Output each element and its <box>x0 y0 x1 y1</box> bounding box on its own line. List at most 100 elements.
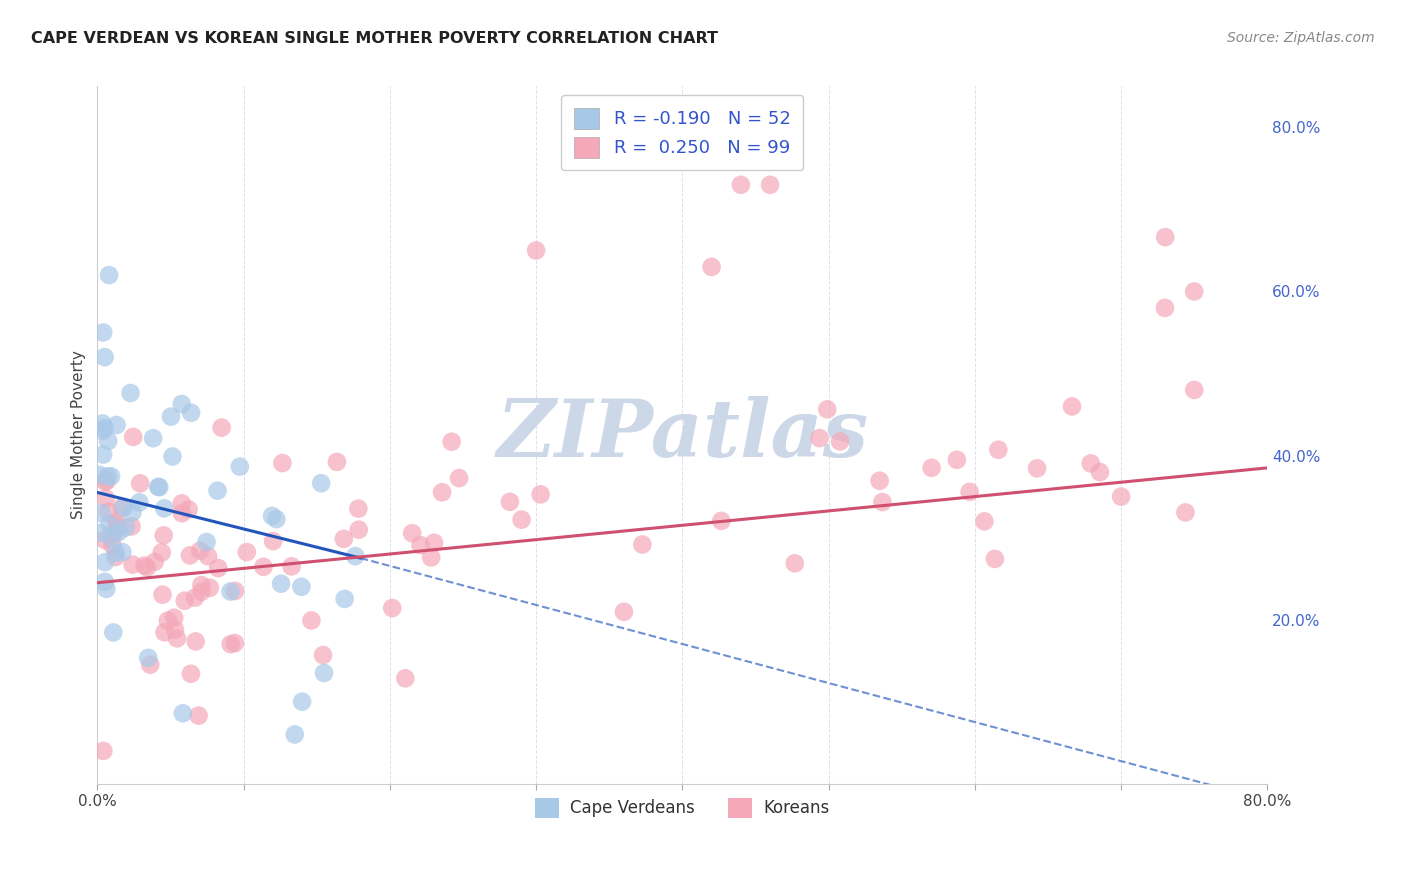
Point <box>872 495 894 509</box>
Point <box>94 555 117 569</box>
Point <box>152 588 174 602</box>
Point <box>142 431 165 445</box>
Point <box>91 417 114 431</box>
Point <box>172 706 194 721</box>
Point <box>128 495 150 509</box>
Point <box>139 657 162 672</box>
Point <box>229 459 252 474</box>
Point <box>530 487 553 501</box>
Point <box>114 520 136 534</box>
Point <box>190 585 212 599</box>
Point <box>710 514 733 528</box>
Point <box>1174 505 1197 519</box>
Point <box>166 632 188 646</box>
Point <box>808 431 831 445</box>
Point <box>100 530 122 544</box>
Point <box>1182 383 1205 397</box>
Point <box>946 452 969 467</box>
Point <box>90 506 112 520</box>
Legend: Cape Verdeans, Koreans: Cape Verdeans, Koreans <box>529 791 837 824</box>
Point <box>96 582 118 596</box>
Point <box>111 545 134 559</box>
Point <box>156 614 179 628</box>
Point <box>148 480 170 494</box>
Point <box>299 614 322 628</box>
Text: Source: ZipAtlas.com: Source: ZipAtlas.com <box>1227 31 1375 45</box>
Point <box>177 502 200 516</box>
Point <box>150 545 173 559</box>
Point <box>197 549 219 564</box>
Point <box>449 471 471 485</box>
Point <box>96 474 118 488</box>
Point <box>105 515 128 529</box>
Point <box>188 543 211 558</box>
Point <box>198 581 221 595</box>
Point <box>105 518 128 533</box>
Point <box>499 495 522 509</box>
Point <box>173 593 195 607</box>
Point <box>1026 461 1049 475</box>
Point <box>143 555 166 569</box>
Point <box>101 538 124 552</box>
Point <box>105 417 128 432</box>
Point <box>136 650 159 665</box>
Point <box>613 605 636 619</box>
Point <box>122 430 145 444</box>
Point <box>211 420 233 434</box>
Point <box>333 532 356 546</box>
Point <box>207 561 229 575</box>
Point <box>103 625 125 640</box>
Point <box>224 584 246 599</box>
Point <box>290 580 312 594</box>
Point <box>266 512 288 526</box>
Point <box>100 469 122 483</box>
Point <box>344 549 367 563</box>
Point <box>184 634 207 648</box>
Point <box>270 576 292 591</box>
Point <box>153 625 176 640</box>
Point <box>1060 400 1083 414</box>
Point <box>783 557 806 571</box>
Point <box>136 560 159 574</box>
Point <box>224 636 246 650</box>
Point <box>134 558 156 573</box>
Point <box>121 505 143 519</box>
Point <box>121 558 143 572</box>
Point <box>179 549 201 563</box>
Point <box>91 424 114 438</box>
Point <box>1109 490 1132 504</box>
Point <box>89 467 111 482</box>
Point <box>312 665 335 680</box>
Point <box>104 549 127 564</box>
Point <box>333 591 356 606</box>
Point <box>163 623 186 637</box>
Point <box>91 744 114 758</box>
Point <box>312 648 335 662</box>
Point <box>631 537 654 551</box>
Point <box>104 546 127 560</box>
Point <box>195 535 218 549</box>
Point <box>984 552 1007 566</box>
Point <box>271 456 294 470</box>
Point <box>219 584 242 599</box>
Point <box>347 523 370 537</box>
Point <box>1080 457 1102 471</box>
Point <box>401 526 423 541</box>
Point <box>180 666 202 681</box>
Point <box>148 480 170 494</box>
Y-axis label: Single Mother Poverty: Single Mother Poverty <box>72 351 86 519</box>
Point <box>869 474 891 488</box>
Point <box>94 421 117 435</box>
Point <box>120 386 142 401</box>
Point <box>252 559 274 574</box>
Point <box>184 591 207 605</box>
Point <box>973 515 995 529</box>
Point <box>163 611 186 625</box>
Point <box>187 708 209 723</box>
Point <box>94 475 117 489</box>
Point <box>93 350 115 364</box>
Point <box>959 484 981 499</box>
Point <box>91 326 114 340</box>
Point <box>152 528 174 542</box>
Point <box>94 574 117 589</box>
